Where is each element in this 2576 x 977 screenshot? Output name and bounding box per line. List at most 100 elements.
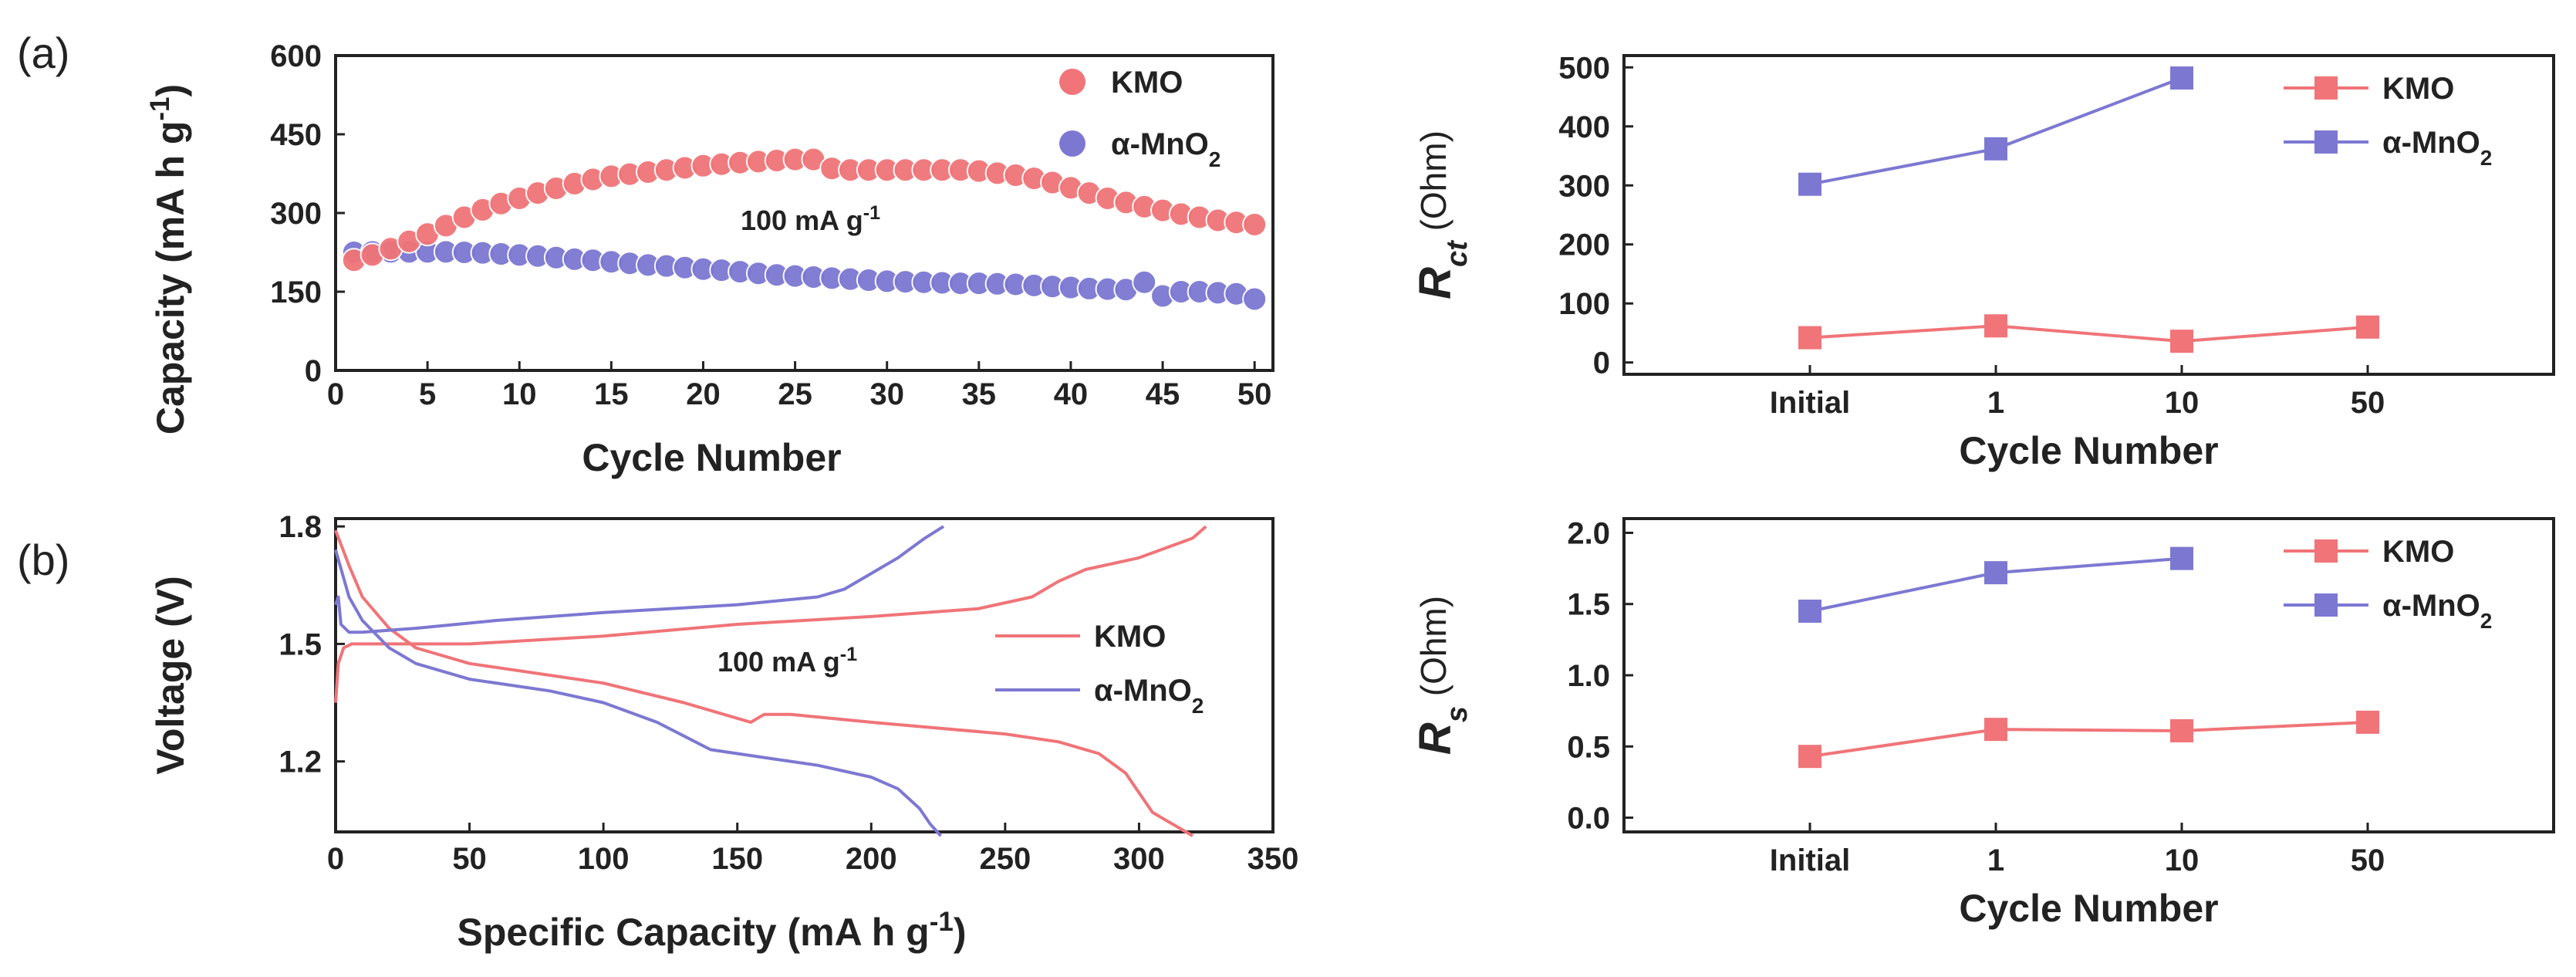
legend-marker-kmo	[2314, 539, 2338, 563]
x-tick-label: 150	[711, 842, 763, 876]
legend-label-kmo: KMO	[1111, 66, 1183, 100]
y-tick-label: 1.2	[279, 745, 322, 779]
legend-label-mno2: α-MnO2	[2382, 126, 2492, 170]
data-point-kmo	[1984, 314, 2007, 338]
x-tick-label: 50	[2351, 386, 2385, 420]
series-line-kmo	[1809, 324, 2368, 343]
y-tick-label: 0	[1593, 347, 1610, 380]
x-tick-label: 20	[686, 377, 721, 411]
data-point-kmo	[1984, 718, 2007, 742]
x-tick-label: 40	[1054, 377, 1089, 411]
x-axis-title: Cycle Number	[1959, 429, 2218, 472]
y-tick-label: 500	[1558, 51, 1610, 85]
legend-marker-kmo	[2314, 76, 2338, 100]
curve--mno2-discharge	[334, 549, 942, 837]
y-axis-title: Capacity (mA h g-1)	[145, 84, 193, 434]
y-axis-title: Rs (Ohm)	[1410, 596, 1474, 755]
x-tick-label: 0	[327, 842, 344, 876]
data-point-kmo	[2356, 710, 2379, 734]
x-tick-label: 50	[452, 842, 487, 876]
x-tick-label: 1	[1987, 386, 2004, 420]
data-point-mno2	[1984, 137, 2007, 161]
y-tick-label: 600	[270, 39, 322, 73]
x-tick-label: 10	[2165, 843, 2200, 877]
panel-label-b: (b)	[17, 536, 69, 584]
x-axis-title: Cycle Number	[1959, 887, 2218, 930]
x-tick-label: 0	[327, 377, 344, 411]
rate-annotation: 100 mA g-1	[741, 202, 880, 236]
y-tick-label: 450	[270, 118, 322, 152]
legend-marker-kmo	[1059, 69, 1085, 95]
data-point-mno2	[1798, 172, 1821, 196]
x-tick-label: Initial	[1770, 843, 1850, 877]
data-point-mno2	[1242, 286, 1268, 312]
x-tick-label: 30	[869, 377, 904, 411]
x-axis-title: Specific Capacity (mA h g-1)	[457, 907, 967, 955]
y-tick-label: 200	[1558, 228, 1610, 262]
legend-label-kmo: KMO	[2382, 72, 2454, 106]
y-tick-label: 150	[270, 276, 322, 309]
y-tick-label: 2.0	[1567, 516, 1610, 550]
data-point-kmo	[1798, 745, 1821, 769]
y-axis-title: Voltage (V)	[149, 576, 192, 774]
x-tick-label: 10	[502, 377, 537, 411]
x-tick-label: 35	[962, 377, 997, 411]
y-tick-label: 0.5	[1567, 730, 1610, 764]
x-tick-label: 350	[1247, 842, 1299, 876]
data-point-mno2	[2170, 66, 2193, 90]
voltage-chart: 0 50 100 150 200 250 300 350 1.2 1.5 1.8 Specific C…	[149, 510, 1298, 954]
capacity-chart: 0 5 10 15 20 25 30 35 40 45 50 0 150 300 450 600 Cycle N…	[145, 39, 1274, 479]
curve--mno2-charge	[334, 525, 945, 634]
legend-marker-mno2	[2314, 130, 2338, 154]
curve-kmo-discharge	[334, 529, 1193, 837]
x-tick-label: 45	[1146, 377, 1180, 411]
legend-label-kmo: KMO	[2382, 535, 2454, 569]
x-tick-label: 1	[1987, 843, 2004, 877]
data-point-kmo	[1798, 326, 1821, 350]
x-tick-label: 5	[419, 377, 436, 411]
y-axis-title: Rct (Ohm)	[1410, 130, 1474, 299]
x-tick-label: 50	[1237, 377, 1272, 411]
plot-frame	[334, 517, 1274, 833]
y-tick-label: 1.8	[279, 510, 322, 544]
legend-marker-mno2	[2314, 593, 2338, 617]
data-point-mno2	[2170, 546, 2193, 570]
x-tick-label: 15	[594, 377, 629, 411]
y-tick-label: 0	[305, 354, 322, 388]
data-point-kmo	[2170, 718, 2193, 742]
y-tick-label: 1.5	[1567, 588, 1610, 622]
y-tick-label: 100	[1558, 287, 1610, 321]
panel-label-a: (a)	[17, 29, 69, 77]
data-point-mno2	[1984, 561, 2007, 585]
x-tick-label: 200	[846, 842, 897, 876]
legend-label-mno2: α-MnO2	[2382, 589, 2492, 633]
x-tick-label: 250	[979, 842, 1031, 876]
plot-frame	[1622, 54, 2555, 376]
data-point-kmo	[2356, 315, 2379, 339]
y-tick-label: 0.0	[1567, 802, 1610, 836]
data-point-kmo	[2170, 330, 2193, 353]
data-point-mno2	[1798, 599, 1821, 623]
legend-label-kmo: KMO	[1094, 620, 1166, 654]
y-tick-label: 1.0	[1567, 659, 1610, 693]
x-tick-label: 100	[578, 842, 630, 876]
rate-annotation: 100 mA g-1	[717, 644, 857, 678]
y-tick-label: 300	[270, 197, 322, 231]
y-tick-label: 400	[1558, 110, 1610, 144]
curve-kmo-charge	[334, 525, 1207, 703]
x-tick-label: 10	[2165, 386, 2200, 420]
rs-chart: Initial 1 10 50 0.0 0.5 1.0 1.5 2.0 Cycle Number R…	[1410, 516, 2555, 930]
legend-label-mno2: α-MnO2	[1111, 127, 1220, 171]
series-line-mno2	[1809, 76, 2183, 186]
legend-label-mno2: α-MnO2	[1094, 674, 1204, 718]
series-line-kmo	[1809, 720, 2368, 759]
x-axis-title: Cycle Number	[582, 436, 841, 479]
x-tick-label: 50	[2351, 843, 2385, 877]
x-tick-label: 300	[1113, 842, 1165, 876]
x-tick-label: Initial	[1770, 386, 1850, 420]
y-tick-label: 300	[1558, 169, 1610, 203]
y-tick-label: 1.5	[279, 627, 322, 661]
x-tick-label: 25	[778, 377, 812, 411]
